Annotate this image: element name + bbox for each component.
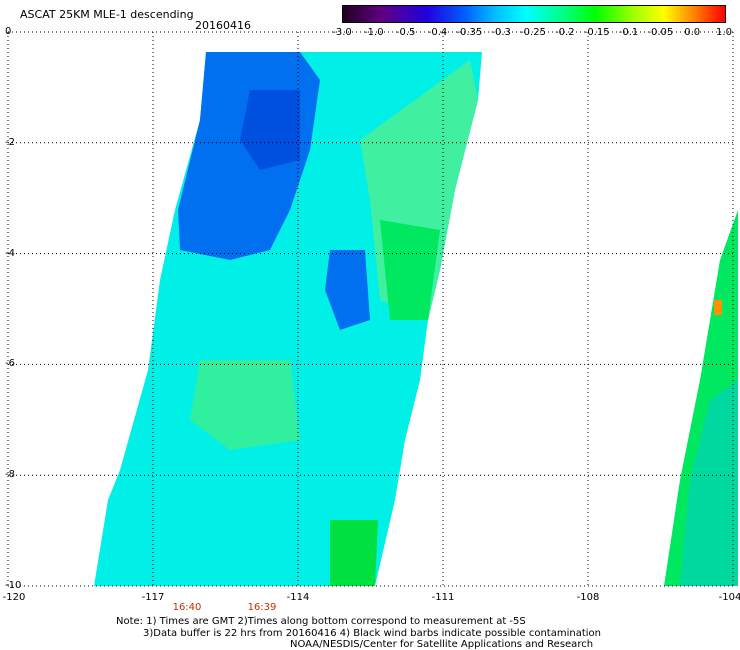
longitude-label: -111 [431, 592, 455, 603]
swath-region-blue-2 [325, 250, 370, 330]
latitude-label: -10 [5, 580, 22, 591]
swath-region-green-2 [190, 360, 300, 450]
color-scale-label: -0.35 [456, 27, 483, 38]
color-scale-label: -1.0 [364, 27, 384, 38]
longitude-label: -114 [286, 592, 310, 603]
color-scale-bar [342, 5, 726, 23]
time-label-1: 16:40 [172, 602, 202, 613]
latitude-label: -2 [5, 136, 15, 148]
color-scale-label: -3.0 [332, 27, 352, 38]
longitude-label: -108 [576, 592, 600, 603]
longitude-label: -117 [141, 592, 165, 603]
latitude-label: 0 [5, 26, 12, 37]
swath-data [94, 52, 738, 586]
swath-region-deep-blue [240, 90, 300, 170]
latitude-label: -6 [5, 358, 15, 370]
color-scale-label: -0.3 [491, 27, 511, 38]
swath-east-orange [714, 300, 722, 315]
note-line-2: 3)Data buffer is 22 hrs from 20160416 4)… [143, 628, 601, 639]
latitude-label: -8 [5, 469, 15, 481]
longitude-label: -120 [2, 592, 26, 603]
lat-lon-grid [7, 31, 734, 587]
map-date: 20160416 [195, 19, 251, 32]
swath-region-green [380, 220, 440, 320]
swath-east-cyan [680, 380, 738, 586]
note-line-3: NOAA/NESDIS/Center for Satellite Applica… [290, 639, 594, 650]
swath-region-green-3 [330, 520, 378, 586]
latitude-label: -4 [5, 247, 15, 259]
longitude-label: -104 [718, 592, 740, 603]
color-scale-label: -0.4 [427, 27, 448, 38]
color-scale-label: -0.5 [395, 27, 416, 38]
map-title: ASCAT 25KM MLE-1 descending [20, 8, 194, 21]
time-label-2: 16:39 [247, 602, 277, 613]
note-line-1: Note: 1) Times are GMT 2)Times along bot… [116, 616, 526, 627]
